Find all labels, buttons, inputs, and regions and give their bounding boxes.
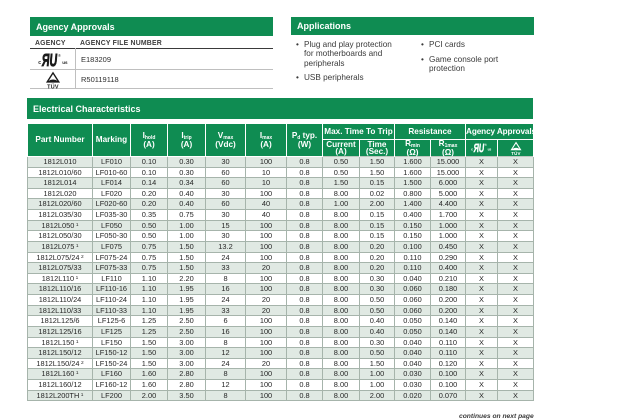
svg-text:ЯU: ЯU bbox=[473, 143, 485, 156]
svg-text:TÜV: TÜV bbox=[47, 83, 59, 90]
svg-text:®: ® bbox=[58, 53, 61, 58]
svg-text:c: c bbox=[38, 60, 41, 66]
svg-text:c: c bbox=[471, 148, 473, 152]
svg-text:ЯU: ЯU bbox=[41, 52, 58, 68]
svg-text:us: us bbox=[487, 148, 491, 152]
svg-text:us: us bbox=[62, 60, 68, 65]
svg-text:TÜV: TÜV bbox=[511, 151, 520, 156]
svg-text:®: ® bbox=[484, 143, 486, 147]
